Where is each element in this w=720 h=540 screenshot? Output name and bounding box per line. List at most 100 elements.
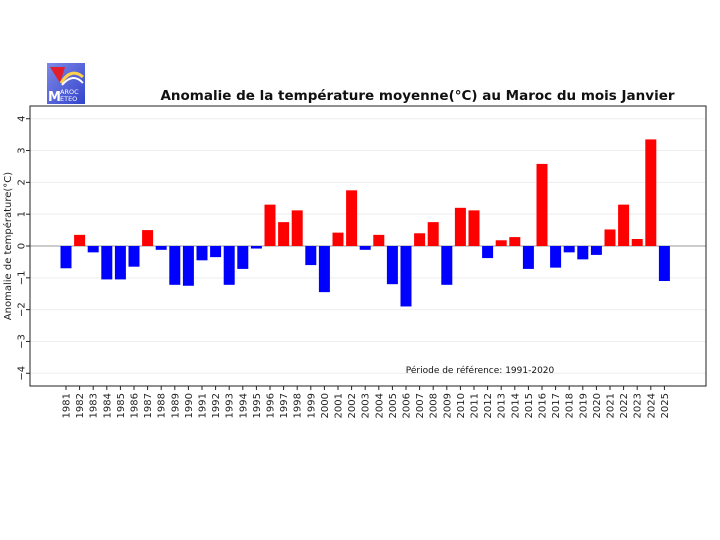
- bar-2001: [332, 232, 344, 246]
- x-tick-label-2004: 2004: [374, 393, 385, 418]
- logo-text-line2: ETEO: [60, 95, 77, 103]
- bar-1982: [74, 234, 86, 246]
- bar-1997: [278, 222, 290, 246]
- bar-2018: [563, 246, 575, 253]
- bar-1992: [210, 246, 222, 258]
- x-tick-label-1998: 1998: [293, 393, 304, 418]
- bar-1995: [250, 246, 262, 249]
- x-tick-label-1982: 1982: [75, 393, 86, 418]
- y-tick-label: 2: [17, 179, 28, 185]
- bar-2012: [482, 246, 494, 259]
- x-tick-label-2017: 2017: [551, 393, 562, 418]
- x-tick-label-2006: 2006: [402, 393, 413, 418]
- bar-2025: [658, 246, 670, 281]
- bar-2014: [509, 237, 521, 246]
- bar-2003: [359, 246, 371, 250]
- x-tick-label-2015: 2015: [524, 393, 535, 418]
- bar-2024: [645, 139, 657, 246]
- bar-2017: [550, 246, 562, 268]
- x-tick-label-1984: 1984: [102, 393, 113, 418]
- x-tick-label-1996: 1996: [266, 393, 277, 418]
- x-tick-label-2022: 2022: [619, 393, 630, 418]
- x-tick-label-2019: 2019: [578, 393, 589, 418]
- bar-1987: [142, 230, 154, 246]
- x-tick-label-2012: 2012: [483, 393, 494, 418]
- bar-1994: [237, 246, 249, 269]
- x-tick-label-2011: 2011: [470, 393, 481, 418]
- x-ticks: 1981 1982 1983 1984 1985 1986 1987 1988 1989 1990…: [62, 386, 671, 418]
- y-tick-label: 0: [17, 243, 28, 249]
- bar-1993: [223, 246, 235, 285]
- bar-1988: [155, 246, 167, 250]
- svg-text:M: M: [48, 90, 61, 104]
- x-tick-label-2003: 2003: [361, 393, 372, 418]
- bar-2000: [318, 246, 330, 293]
- bar-2005: [386, 246, 398, 285]
- x-tick-label-2021: 2021: [606, 393, 617, 418]
- y-axis-title: Anomalie de température(°C): [2, 172, 14, 320]
- x-tick-label-2001: 2001: [334, 393, 345, 418]
- x-tick-label-1995: 1995: [252, 393, 263, 418]
- x-tick-label-2000: 2000: [320, 393, 331, 418]
- bar-1989: [169, 246, 181, 285]
- x-tick-label-2024: 2024: [646, 393, 657, 418]
- x-tick-label-2010: 2010: [456, 393, 467, 418]
- x-tick-label-1985: 1985: [116, 393, 127, 418]
- bar-2021: [604, 229, 616, 246]
- x-tick-label-1990: 1990: [184, 393, 195, 418]
- bar-2008: [427, 222, 439, 246]
- x-tick-label-1988: 1988: [157, 393, 168, 418]
- bar-2013: [495, 240, 507, 246]
- x-tick-label-2020: 2020: [592, 393, 603, 418]
- x-tick-label-2014: 2014: [510, 393, 521, 418]
- bar-2006: [400, 246, 412, 307]
- x-tick-label-1991: 1991: [198, 393, 209, 418]
- x-tick-label-1997: 1997: [279, 393, 290, 418]
- bar-1998: [291, 210, 303, 246]
- bar-2023: [631, 239, 643, 246]
- logo-text-line1: AROC: [60, 88, 79, 96]
- x-tick-label-1981: 1981: [62, 393, 73, 418]
- bar-1985: [114, 246, 126, 280]
- bar-2022: [618, 204, 630, 246]
- y-ticks: 4 3 2 1 0 −1 −2 −3 −4: [17, 116, 30, 381]
- x-tick-label-2009: 2009: [442, 393, 453, 418]
- x-tick-label-1994: 1994: [238, 393, 249, 418]
- x-tick-label-2013: 2013: [497, 393, 508, 418]
- bar-2009: [441, 246, 453, 285]
- x-tick-label-1999: 1999: [306, 393, 317, 418]
- bar-1984: [101, 246, 113, 280]
- x-tick-label-2008: 2008: [429, 393, 440, 418]
- bar-2015: [522, 246, 534, 269]
- x-tick-label-1987: 1987: [143, 393, 154, 418]
- grid-lines: [30, 118, 706, 374]
- bar-1999: [305, 246, 317, 266]
- x-tick-label-1993: 1993: [225, 393, 236, 418]
- y-tick-label: 3: [17, 147, 28, 153]
- x-tick-label-1986: 1986: [130, 393, 141, 418]
- bar-2004: [373, 234, 385, 246]
- bar-1983: [87, 246, 99, 253]
- maroc-meteo-logo: M AROC ETEO: [47, 63, 85, 105]
- bar-2011: [468, 210, 480, 246]
- bar-2010: [454, 207, 466, 246]
- x-tick-label-2007: 2007: [415, 393, 426, 418]
- y-tick-label: −2: [17, 302, 28, 317]
- x-tick-label-1989: 1989: [170, 393, 181, 418]
- bar-2002: [346, 190, 358, 246]
- plot-frame: [29, 105, 707, 387]
- bar-1981: [60, 246, 72, 269]
- bar-1990: [182, 246, 194, 286]
- bars: [60, 139, 670, 307]
- x-tick-label-1992: 1992: [211, 393, 222, 418]
- x-tick-label-2023: 2023: [633, 393, 644, 418]
- bar-1996: [264, 204, 276, 246]
- bar-1991: [196, 246, 208, 261]
- x-tick-label-2002: 2002: [347, 393, 358, 418]
- x-tick-label-2018: 2018: [565, 393, 576, 418]
- x-tick-label-2025: 2025: [660, 393, 671, 418]
- chart-title: Anomalie de la température moyenne(°C) a…: [160, 88, 675, 104]
- y-tick-label: −3: [17, 334, 28, 349]
- x-tick-label-2016: 2016: [538, 393, 549, 418]
